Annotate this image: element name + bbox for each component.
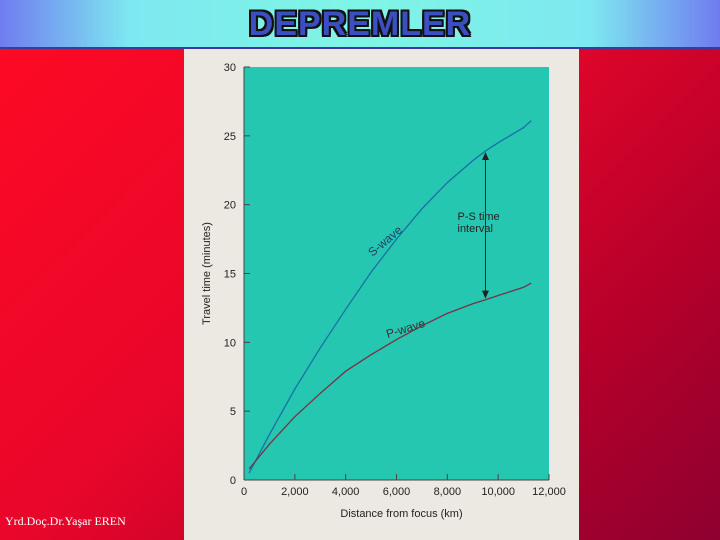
y-tick-label: 30 — [224, 62, 236, 74]
x-axis-label: Distance from focus (km) — [340, 508, 462, 520]
y-tick-label: 15 — [224, 269, 236, 281]
travel-time-chart: 0 5 10 15 20 25 30 0 2,000 4,000 6,000 8,000 10,000 1… — [201, 62, 566, 520]
interval-arrow-head-top — [481, 151, 489, 160]
y-tick-label: 5 — [230, 406, 236, 418]
figure-frame: 0 5 10 15 20 25 30 0 2,000 4,000 6,000 8,000 10,000 1… — [184, 49, 579, 540]
x-tick-label: 10,000 — [481, 486, 515, 498]
y-axis-label: Travel time (minutes) — [201, 222, 213, 325]
p-wave-line — [248, 282, 532, 470]
x-tick-label: 12,000 — [532, 486, 566, 498]
annotation-line2: interval — [458, 223, 493, 235]
y-tick-label: 0 — [230, 475, 236, 487]
title-bar: DEPREMLER — [0, 0, 720, 49]
y-tick-label: 25 — [224, 131, 236, 143]
s-wave-line — [248, 120, 532, 474]
plot-area — [244, 67, 549, 480]
slide-title: DEPREMLER — [248, 5, 472, 43]
x-tick-label: 8,000 — [434, 486, 462, 498]
y-tick-label: 20 — [224, 200, 236, 212]
annotation-line1: P-S time — [458, 211, 500, 223]
x-tick-label: 0 — [241, 486, 247, 498]
x-tick-label: 4,000 — [332, 486, 360, 498]
x-tick-label: 2,000 — [281, 486, 309, 498]
y-tick-label: 10 — [224, 337, 236, 349]
author-credit: Yrd.Doç.Dr.Yaşar EREN — [5, 514, 126, 528]
x-tick-label: 6,000 — [383, 486, 411, 498]
interval-arrow-head-bottom — [481, 290, 489, 299]
